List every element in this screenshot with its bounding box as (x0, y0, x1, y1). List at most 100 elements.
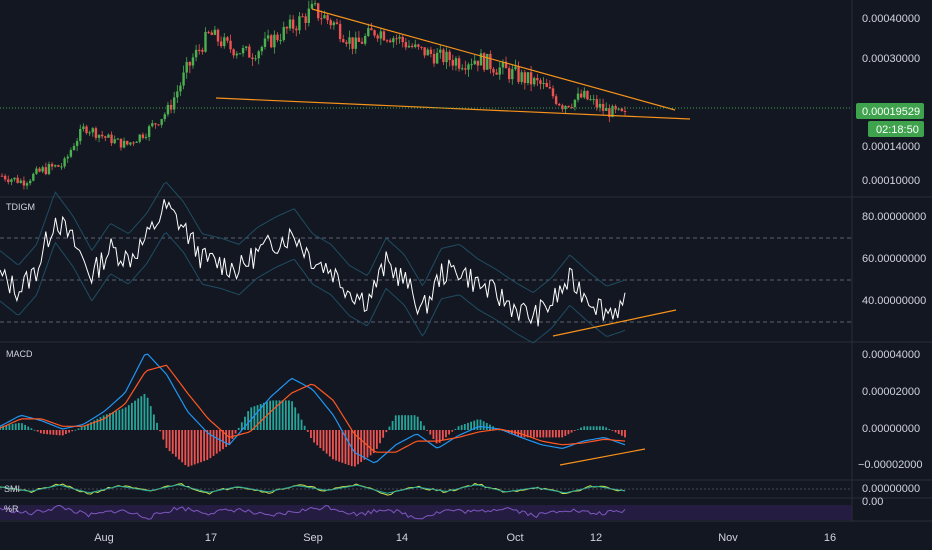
candle-body (326, 15, 329, 21)
candle-body (188, 61, 192, 66)
macd-pane[interactable]: MACD (0, 349, 646, 467)
macd-histogram-bar (539, 430, 542, 438)
wpr-line (0, 504, 626, 520)
macd-histogram-bar (74, 429, 77, 431)
macd-histogram-bar (624, 430, 626, 438)
macd-histogram-bar (190, 430, 193, 466)
macd-histogram-bar (225, 430, 228, 447)
macd-histogram-bar (288, 400, 290, 430)
macd-histogram-bar (598, 426, 601, 430)
macd-histogram-bar (583, 426, 586, 430)
candle-body (88, 132, 91, 134)
macd-histogram-bar (247, 411, 250, 430)
candle-body (122, 140, 126, 148)
candle-body (285, 26, 289, 29)
macd-histogram-bar (275, 400, 278, 430)
tdigm-trendline[interactable] (552, 309, 677, 337)
countdown-label: 02:18:50 (876, 124, 919, 136)
candle-body (160, 119, 163, 125)
williams-r-pane[interactable]: %R (0, 504, 852, 520)
candle-body (291, 19, 295, 29)
tdigm-pane[interactable]: TDIGM (0, 181, 852, 344)
macd-histogram-bar (445, 430, 447, 438)
candle-body (273, 34, 276, 48)
macd-histogram-bar (96, 418, 99, 430)
macd-histogram-bar (284, 400, 287, 430)
tdigm-bands (0, 181, 626, 344)
candle-body (172, 97, 176, 110)
macd-histogram-bar (291, 401, 293, 430)
macd-histogram-bar (413, 415, 416, 430)
macd-histogram-bar (533, 430, 535, 438)
candle-body (144, 136, 148, 138)
macd-histogram-bar (319, 430, 322, 449)
candle-body (439, 49, 442, 53)
macd-histogram-bar (127, 405, 130, 430)
macd-histogram-bar (451, 430, 454, 432)
price-scale[interactable]: 0.00040000 0.00030000 0.00014000 0.00010… (856, 13, 926, 508)
candle-body (22, 180, 26, 186)
candle-body (470, 64, 473, 66)
candle-body (335, 22, 339, 24)
candle-body (467, 64, 470, 70)
candle-body (75, 141, 79, 146)
candle-body (511, 69, 514, 80)
smi-pane[interactable]: SMI (0, 482, 852, 496)
candle-body (298, 16, 301, 31)
macd-histogram-bar (369, 430, 372, 456)
macd-histogram-bar (357, 430, 359, 465)
macd-histogram-bar (429, 430, 432, 435)
time-axis[interactable]: Aug 17 Sep 14 Oct 12 Nov 16 (94, 532, 836, 544)
tdigm-support-trendline (552, 309, 677, 337)
macd-histogram-bar (605, 427, 608, 430)
candle-body (617, 108, 620, 110)
price-tick-label: 0.00014000 (862, 141, 920, 153)
candle-body (97, 134, 101, 138)
price-pane[interactable] (0, 0, 852, 190)
candle-body (0, 175, 4, 177)
macd-trendline (559, 448, 646, 466)
candle-body (620, 108, 624, 112)
candle-body (348, 37, 351, 44)
macd-histogram-bar (614, 430, 617, 433)
candle-body (248, 46, 251, 58)
candle-body (564, 105, 567, 110)
macd-histogram-bar (401, 415, 403, 430)
pane-separators (0, 0, 932, 522)
candle-body (260, 46, 264, 52)
candle-body (533, 78, 536, 85)
candle-body (623, 111, 627, 113)
tdigm-levels (0, 237, 852, 323)
macd-histogram-bar (328, 430, 331, 457)
wpr-tick-label: 0.00 (862, 496, 883, 508)
candle-body (495, 72, 498, 75)
candle-body (100, 134, 104, 137)
candle-body (207, 31, 210, 33)
tdigm-tick-label: 80.00000000 (862, 211, 926, 223)
candle-body (47, 164, 51, 175)
macd-histogram-bar (536, 430, 538, 438)
macd-histogram-bar (156, 422, 158, 430)
smi-line (0, 482, 626, 496)
candle-body (504, 61, 508, 69)
macd-histogram-bar (457, 426, 460, 430)
candle-body (151, 123, 154, 127)
candle-body (119, 138, 123, 148)
candle-body (141, 134, 145, 138)
macd-histogram-bar (196, 430, 199, 464)
macd-title: MACD (6, 349, 33, 359)
time-tick-label: 12 (590, 532, 602, 544)
candle-body (561, 105, 564, 110)
candle-body (270, 35, 273, 48)
candle-body (492, 68, 495, 73)
macd-trendline[interactable] (559, 448, 646, 466)
macd-histogram-bar (14, 423, 17, 430)
candle-body (442, 49, 445, 63)
candle-body (82, 126, 85, 129)
candle-body (414, 44, 417, 48)
macd-histogram-bar (171, 430, 174, 454)
current-price-badge (856, 103, 924, 119)
macd-histogram-bar (215, 430, 218, 454)
candle-body (423, 47, 426, 56)
